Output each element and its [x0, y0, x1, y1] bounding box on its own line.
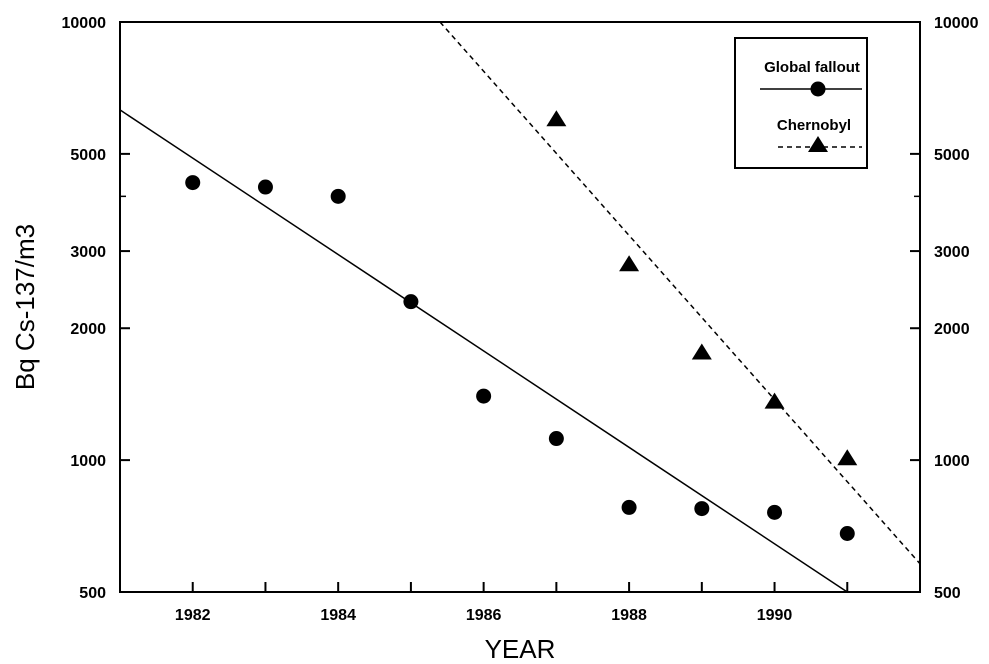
fit-lines: [120, 22, 920, 592]
legend: Global fallout Chernobyl: [734, 37, 868, 169]
point-global-fallout: [767, 504, 783, 520]
fit-line-global-fallout: [120, 109, 848, 592]
x-tick-label: 1984: [320, 607, 356, 624]
point-chernobyl: [691, 343, 712, 360]
y-tick-label-right: 5000: [934, 147, 970, 164]
y-tick-label-right: 1000: [934, 453, 970, 470]
point-chernobyl: [764, 392, 785, 409]
x-axis-ticks: 1982 1984 1986 1988 1990: [119, 582, 921, 624]
y-tick-label-left: 10000: [62, 15, 107, 32]
y-axis-title: Bq Cs-137/m3: [10, 224, 40, 390]
point-global-fallout: [330, 188, 346, 204]
legend-label-chernobyl: Chernobyl: [777, 117, 851, 134]
x-tick-label: 1986: [466, 607, 502, 624]
y-tick-label-right: 10000: [934, 15, 979, 32]
point-global-fallout: [257, 179, 273, 195]
y-tick-label-left: 2000: [70, 321, 106, 338]
x-tick-label: 1982: [175, 607, 211, 624]
point-global-fallout: [403, 294, 419, 310]
y-axis-ticks: 10000 5000 3000 2000 1000 500 10000 5000 3000 200…: [62, 15, 979, 602]
legend-marker-chernobyl: [808, 136, 828, 152]
y-tick-label-right: 2000: [934, 321, 970, 338]
y-tick-label-right: 500: [934, 585, 961, 602]
x-tick-label: 1988: [611, 607, 647, 624]
point-chernobyl: [837, 449, 858, 466]
point-global-fallout: [185, 175, 201, 191]
x-tick-label: 1990: [757, 607, 793, 624]
y-tick-label-left: 500: [79, 585, 106, 602]
data-markers: [185, 110, 858, 541]
fit-line-chernobyl: [439, 22, 920, 565]
y-tick-label-right: 3000: [934, 244, 970, 261]
legend-label-global-fallout: Global fallout: [764, 59, 860, 76]
x-axis-title: YEAR: [485, 634, 556, 664]
point-global-fallout: [694, 501, 710, 517]
point-global-fallout: [839, 525, 855, 541]
point-global-fallout: [476, 388, 492, 404]
point-chernobyl: [619, 255, 640, 272]
legend-box: [734, 37, 868, 169]
point-global-fallout: [548, 431, 564, 447]
y-tick-label-left: 1000: [70, 453, 106, 470]
y-tick-label-left: 5000: [70, 147, 106, 164]
legend-marker-global-fallout: [810, 81, 826, 97]
y-tick-label-left: 3000: [70, 244, 106, 261]
point-chernobyl: [546, 110, 567, 127]
plot-frame: [119, 21, 921, 593]
point-global-fallout: [621, 499, 637, 515]
